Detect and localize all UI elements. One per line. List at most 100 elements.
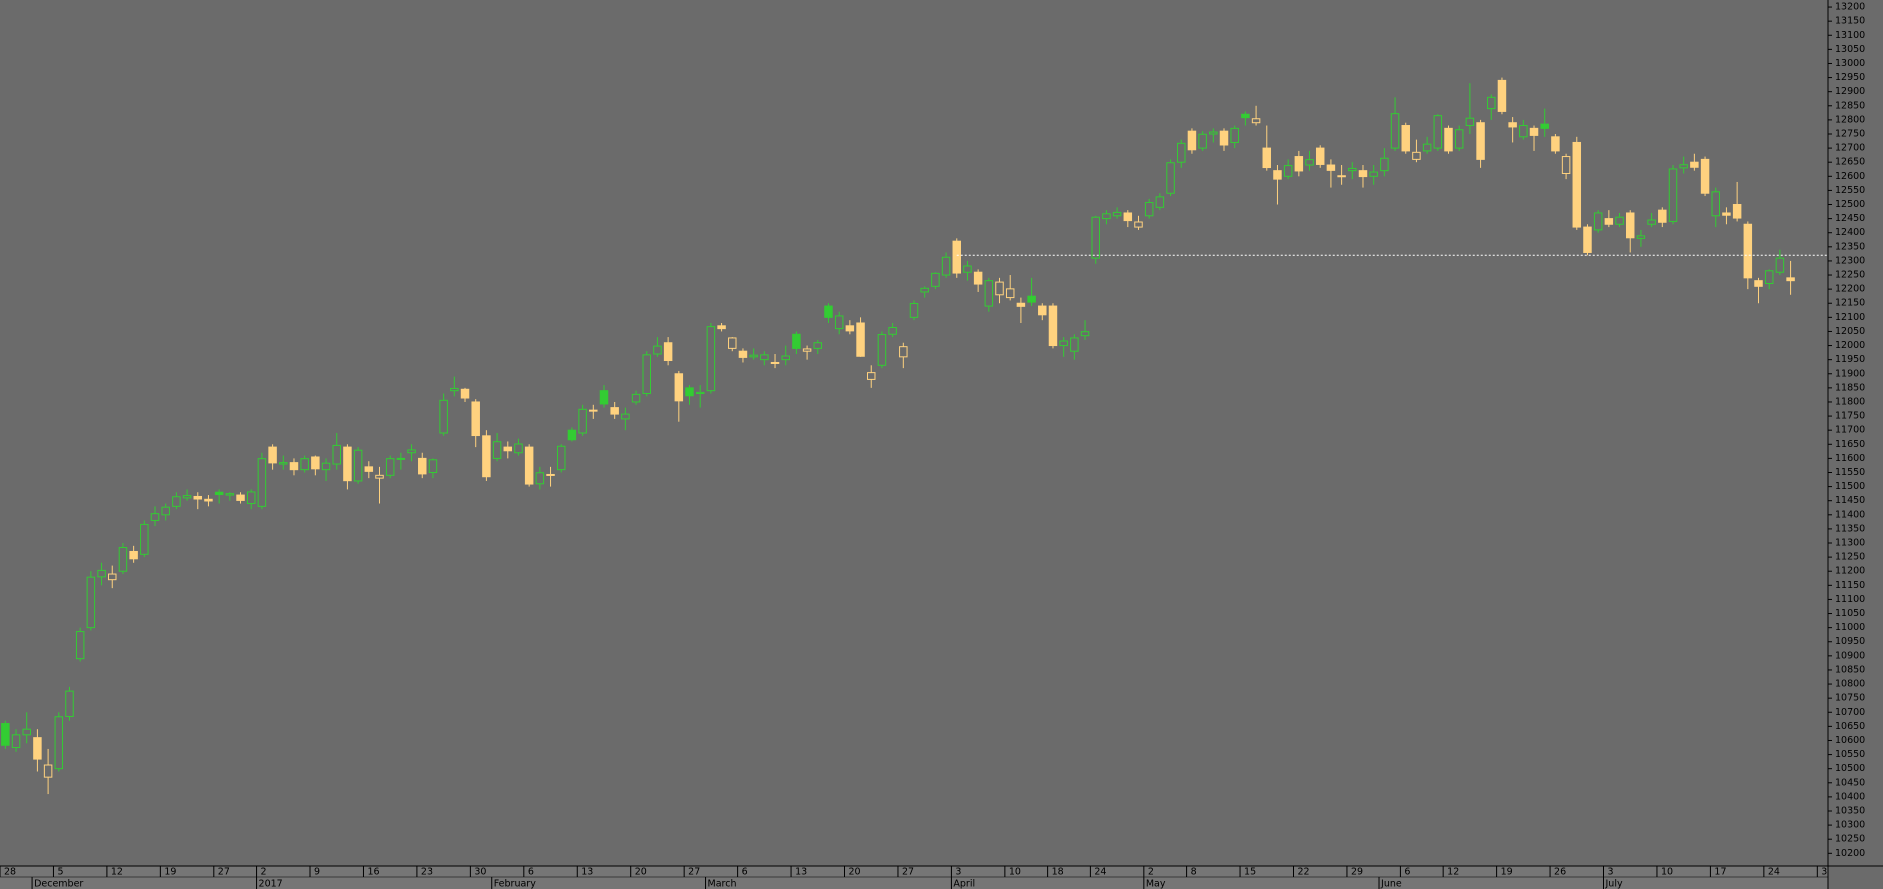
candle-body <box>1540 123 1549 129</box>
candle-body <box>995 281 1004 296</box>
candle-body <box>407 449 416 454</box>
x-tick-label: 8 <box>1191 867 1197 878</box>
candle-body <box>1551 136 1560 152</box>
candle-body <box>1048 305 1058 347</box>
candle-body <box>685 387 694 397</box>
candle-body <box>1230 127 1239 143</box>
x-tick-label: 22 <box>1297 867 1309 878</box>
x-tick-label: 3 <box>1821 867 1827 878</box>
x-tick-label: 12 <box>1447 867 1459 878</box>
candle-body <box>321 462 331 471</box>
candle-body <box>792 333 801 349</box>
candle-body <box>1294 156 1304 172</box>
candle-body <box>1219 130 1229 146</box>
x-tick-label: 13 <box>581 867 593 878</box>
candle-body <box>1732 204 1742 219</box>
candle-body <box>621 413 630 420</box>
y-tick-label: 11350 <box>1835 523 1865 534</box>
x-tick-label: 3 <box>955 867 961 878</box>
candle-body <box>1144 202 1154 217</box>
candle-body <box>610 407 619 415</box>
y-tick-label: 12750 <box>1835 128 1865 139</box>
x-tick-label: 6 <box>528 867 534 878</box>
candle-body <box>1615 216 1624 225</box>
candle-body <box>140 523 149 555</box>
y-tick-label: 10300 <box>1835 820 1865 831</box>
candle-body <box>1454 129 1464 149</box>
y-tick-label: 11550 <box>1835 467 1865 478</box>
candle-body <box>1166 162 1175 194</box>
candle-body <box>589 409 598 412</box>
candle-body <box>802 348 812 352</box>
candle-body <box>963 265 972 273</box>
x-tick-label: 18 <box>1052 867 1064 878</box>
candle-body <box>22 728 31 736</box>
candle-body <box>1080 331 1090 337</box>
candle-body <box>1476 122 1485 160</box>
candle-body <box>343 446 352 482</box>
month-label: May <box>1146 879 1166 889</box>
candle-body <box>1326 164 1336 171</box>
candle-body <box>300 458 309 471</box>
x-tick-label: 19 <box>1501 867 1513 878</box>
candle-body <box>1561 156 1571 174</box>
x-tick-label: 30 <box>474 867 486 878</box>
candle-body <box>428 459 438 473</box>
candle-body <box>631 393 641 403</box>
y-tick-label: 11700 <box>1835 425 1865 436</box>
candle-body <box>172 496 181 507</box>
x-tick-label: 24 <box>1768 867 1780 878</box>
candle-body <box>888 327 897 335</box>
y-tick-label: 11450 <box>1835 495 1865 506</box>
x-tick-label: 6 <box>1404 867 1410 878</box>
candle-body <box>899 346 908 358</box>
y-tick-label: 12900 <box>1835 86 1865 97</box>
candle-body <box>86 576 96 629</box>
month-label: December <box>34 879 83 889</box>
candle-body <box>364 466 374 472</box>
candle-body <box>204 498 213 502</box>
x-tick-label: 23 <box>421 867 433 878</box>
candle-body <box>1690 161 1699 168</box>
candle-body <box>514 443 523 454</box>
y-tick-label: 13050 <box>1835 44 1865 55</box>
candle-body <box>353 449 363 482</box>
y-tick-label: 11750 <box>1835 411 1865 422</box>
candle-body <box>984 280 994 307</box>
candle-body <box>1112 211 1122 217</box>
y-tick-label: 12150 <box>1835 298 1865 309</box>
candle-body <box>492 441 502 459</box>
candle-body <box>1369 171 1378 177</box>
candle-body <box>931 272 940 287</box>
candle-body <box>1465 117 1475 127</box>
candle-body <box>1593 212 1603 231</box>
x-tick-label: 26 <box>1554 867 1566 878</box>
candle-body <box>450 387 459 392</box>
y-tick-label: 11400 <box>1835 509 1865 520</box>
candle-body <box>674 373 684 402</box>
candle-body <box>75 631 85 660</box>
y-tick-label: 10950 <box>1835 636 1865 647</box>
candle-body <box>578 408 587 434</box>
x-tick-label: 29 <box>1351 867 1363 878</box>
candle-body <box>1337 175 1346 178</box>
y-tick-label: 10250 <box>1835 834 1865 845</box>
y-tick-label: 11850 <box>1835 382 1865 393</box>
y-tick-label: 11300 <box>1835 538 1865 549</box>
y-tick-label: 13100 <box>1835 30 1865 41</box>
y-tick-label: 10750 <box>1835 693 1865 704</box>
candle-body <box>268 446 277 464</box>
y-tick-label: 12400 <box>1835 227 1865 238</box>
x-tick-label: 3 <box>1608 867 1614 878</box>
candle-body <box>653 345 662 355</box>
candle-body <box>1283 165 1293 177</box>
month-label: March <box>708 879 737 889</box>
x-tick-label: 27 <box>218 867 230 878</box>
x-tick-label: 10 <box>1009 867 1021 878</box>
x-tick-label: 28 <box>4 867 16 878</box>
y-tick-label: 10800 <box>1835 679 1865 690</box>
x-tick-label: 27 <box>902 867 914 878</box>
y-tick-label: 12200 <box>1835 284 1865 295</box>
candle-body <box>663 342 673 362</box>
candle-body <box>1 723 10 746</box>
